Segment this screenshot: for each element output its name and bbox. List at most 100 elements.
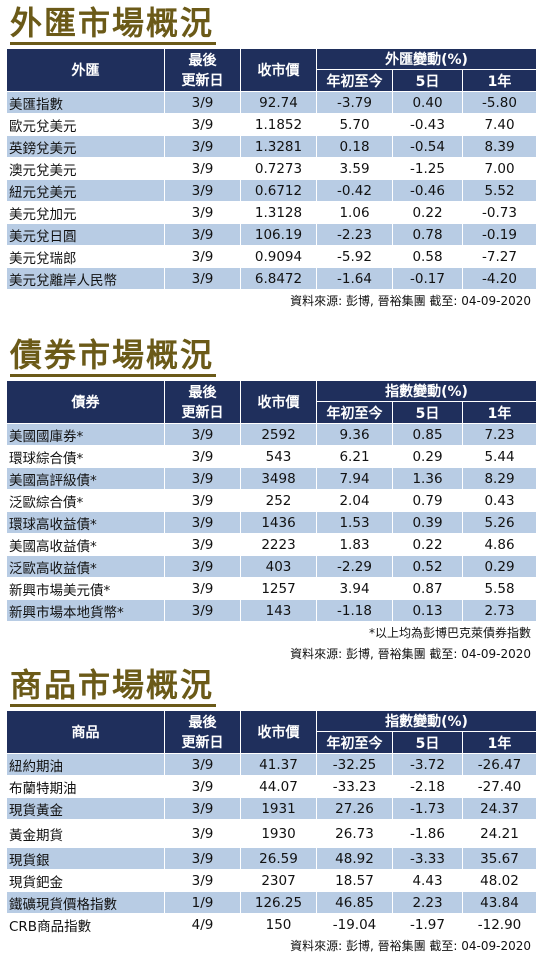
- fx-source: 資料來源: 彭博, 晉裕集團 截至: 04-09-2020: [290, 294, 531, 308]
- row-update-date: 1/9: [164, 891, 241, 914]
- row-5d: -2.18: [392, 775, 463, 798]
- row-close: 1436: [240, 511, 317, 534]
- row-name: 現貨鈀金: [6, 869, 165, 892]
- row-1y: 43.84: [461, 891, 538, 914]
- row-5d: -0.54: [392, 135, 463, 158]
- commodity-table-body: 紐約期油 3/9 41.37 -32.25 -3.72 -26.47 布蘭特期油 3/9 44.…: [6, 753, 538, 936]
- table-row: 現貨黃金 3/9 1931 27.26 -1.73 24.37: [6, 797, 538, 820]
- row-name: 美國高評級債*: [6, 467, 165, 490]
- row-5d: -0.43: [392, 113, 463, 136]
- row-close: 0.7273: [240, 157, 317, 180]
- table-row: 紐約期油 3/9 41.37 -32.25 -3.72 -26.47: [6, 753, 538, 776]
- row-1y: 4.86: [461, 533, 538, 556]
- row-close: 1257: [240, 577, 317, 600]
- table-row: 黃金期貨 3/9 1930 26.73 -1.86 24.21: [6, 819, 538, 848]
- row-5d: 2.23: [392, 891, 463, 914]
- row-update-date: 3/9: [164, 847, 241, 870]
- row-1y: 7.40: [461, 113, 538, 136]
- table-row: 現貨鈀金 3/9 2307 18.57 4.43 48.02: [6, 869, 538, 892]
- row-close: 1930: [240, 819, 317, 848]
- row-update-date: 4/9: [164, 913, 241, 936]
- fx-header-name: 外匯: [6, 48, 165, 92]
- row-1y: 5.58: [461, 577, 538, 600]
- row-5d: 0.40: [392, 91, 463, 114]
- row-name: 歐元兌美元: [6, 113, 165, 136]
- row-update-date: 3/9: [164, 511, 241, 534]
- fx-table-body: 美匯指數 3/9 92.74 -3.79 0.40 -5.80 歐元兌美元 3/9 1.1852…: [6, 91, 538, 290]
- table-row: 美匯指數 3/9 92.74 -3.79 0.40 -5.80: [6, 91, 538, 114]
- row-5d: 0.58: [392, 245, 463, 268]
- table-row: 美元兌加元 3/9 1.3128 1.06 0.22 -0.73: [6, 201, 538, 224]
- row-update-date: 3/9: [164, 753, 241, 776]
- row-name: 黃金期貨: [6, 819, 165, 848]
- row-ytd: -5.92: [316, 245, 393, 268]
- row-name: 鐵礦現貨價格指數: [6, 891, 165, 914]
- row-update-date: 3/9: [164, 201, 241, 224]
- row-update-date: 3/9: [164, 267, 241, 290]
- row-close: 0.6712: [240, 179, 317, 202]
- row-update-date: 3/9: [164, 555, 241, 578]
- row-ytd: 3.94: [316, 577, 393, 600]
- commodity-header-ytd: 年初至今: [316, 731, 393, 754]
- row-name: 美元兌日圓: [6, 223, 165, 246]
- row-5d: 0.22: [392, 533, 463, 556]
- row-name: 澳元兌美元: [6, 157, 165, 180]
- row-ytd: -33.23: [316, 775, 393, 798]
- row-1y: 7.00: [461, 157, 538, 180]
- table-row: 鐵礦現貨價格指數 1/9 126.25 46.85 2.23 43.84: [6, 891, 538, 914]
- row-ytd: -19.04: [316, 913, 393, 936]
- table-row: 美國高評級債* 3/9 3498 7.94 1.36 8.29: [6, 467, 538, 490]
- table-row: 泛歐高收益債* 3/9 403 -2.29 0.52 0.29: [6, 555, 538, 578]
- table-row: 現貨銀 3/9 26.59 48.92 -3.33 35.67: [6, 847, 538, 870]
- row-5d: 0.85: [392, 423, 463, 446]
- row-ytd: 7.94: [316, 467, 393, 490]
- row-update-date: 3/9: [164, 423, 241, 446]
- commodity-section-title: 商品市場概況: [10, 666, 217, 707]
- table-row: 澳元兌美元 3/9 0.7273 3.59 -1.25 7.00: [6, 157, 538, 180]
- fx-header-date: 最後 更新日: [164, 48, 241, 92]
- bond-table-body: 美國國庫券* 3/9 2592 9.36 0.85 7.23 環球綜合債* 3/9 543 6.2…: [6, 423, 538, 622]
- row-close: 0.9094: [240, 245, 317, 268]
- row-ytd: 2.04: [316, 489, 393, 512]
- row-name: 美國高收益債*: [6, 533, 165, 556]
- row-update-date: 3/9: [164, 445, 241, 468]
- row-5d: 0.29: [392, 445, 463, 468]
- row-1y: 24.37: [461, 797, 538, 820]
- table-row: 英鎊兌美元 3/9 1.3281 0.18 -0.54 8.39: [6, 135, 538, 158]
- row-1y: -27.40: [461, 775, 538, 798]
- bond-header-ytd: 年初至今: [316, 401, 393, 424]
- row-update-date: 3/9: [164, 599, 241, 622]
- row-name: 美國國庫券*: [6, 423, 165, 446]
- bond-section-title: 債券市場概況: [10, 336, 217, 377]
- row-1y: -0.73: [461, 201, 538, 224]
- row-1y: 0.29: [461, 555, 538, 578]
- commodity-header-5d: 5日: [392, 731, 463, 754]
- row-ytd: 48.92: [316, 847, 393, 870]
- row-name: 紐元兌美元: [6, 179, 165, 202]
- bond-header-date: 最後 更新日: [164, 380, 241, 424]
- row-1y: 8.39: [461, 135, 538, 158]
- row-1y: 5.44: [461, 445, 538, 468]
- table-row: CRB商品指數 4/9 150 -19.04 -1.97 -12.90: [6, 913, 538, 936]
- row-ytd: 6.21: [316, 445, 393, 468]
- row-close: 143: [240, 599, 317, 622]
- row-update-date: 3/9: [164, 489, 241, 512]
- row-ytd: 0.18: [316, 135, 393, 158]
- row-5d: -0.46: [392, 179, 463, 202]
- row-name: 英鎊兌美元: [6, 135, 165, 158]
- row-close: 92.74: [240, 91, 317, 114]
- row-5d: 0.78: [392, 223, 463, 246]
- row-1y: -7.27: [461, 245, 538, 268]
- fx-header-5d: 5日: [392, 69, 463, 92]
- row-ytd: 1.06: [316, 201, 393, 224]
- row-ytd: -0.42: [316, 179, 393, 202]
- row-5d: 0.13: [392, 599, 463, 622]
- row-1y: 5.52: [461, 179, 538, 202]
- row-name: 布蘭特期油: [6, 775, 165, 798]
- commodity-header-change-group: 指數變動(%): [315, 710, 538, 732]
- bond-header-5d: 5日: [392, 401, 463, 424]
- bond-header-close: 收市價: [240, 380, 317, 424]
- row-5d: -1.86: [392, 819, 463, 848]
- row-update-date: 3/9: [164, 113, 241, 136]
- commodity-header-name: 商品: [6, 710, 165, 754]
